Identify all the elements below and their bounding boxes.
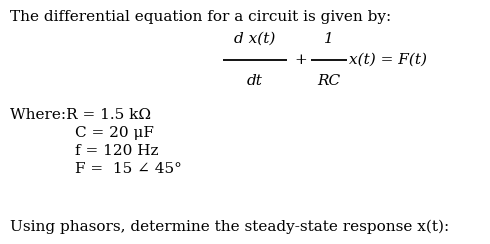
Text: F =  15 ∠ 45°: F = 15 ∠ 45° <box>75 162 182 176</box>
Text: The differential equation for a circuit is given by:: The differential equation for a circuit … <box>10 10 391 24</box>
Text: 1: 1 <box>324 32 334 46</box>
Text: C = 20 μF: C = 20 μF <box>75 126 154 140</box>
Text: dt: dt <box>247 74 263 88</box>
Text: f = 120 Hz: f = 120 Hz <box>75 144 158 158</box>
Text: RC: RC <box>318 74 341 88</box>
Text: d x(t): d x(t) <box>234 32 276 46</box>
Text: Where:R = 1.5 kΩ: Where:R = 1.5 kΩ <box>10 108 151 122</box>
Text: +: + <box>294 53 307 67</box>
Text: x(t) = F(t): x(t) = F(t) <box>349 53 427 67</box>
Text: Using phasors, determine the steady-state response x(t):: Using phasors, determine the steady-stat… <box>10 220 449 234</box>
